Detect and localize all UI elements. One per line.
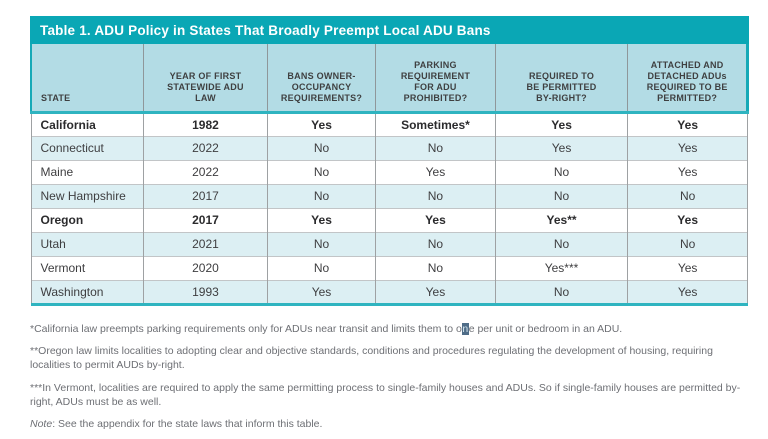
state-cell: Maine [30, 159, 144, 184]
table-row-connecticut: Connecticut 2022 No No Yes Yes [30, 135, 748, 160]
table-cell: Yes [375, 159, 496, 184]
table-cell: Yes [627, 255, 748, 280]
footnote-california: *California law preempts parking require… [30, 322, 742, 336]
table-cell: 2022 [142, 135, 268, 160]
table-cell: No [494, 279, 628, 306]
table-cell: No [375, 183, 496, 208]
footnote-california-text: *California law preempts parking require… [30, 323, 462, 335]
footnote-vermont: ***In Vermont, localities are required t… [30, 381, 741, 408]
table-row-california: California 1982 Yes Sometimes* Yes Yes [30, 112, 748, 136]
footnote-california-text-after: e per unit or bedroom in an ADU. [468, 323, 623, 335]
table-cell: Yes** [494, 207, 628, 232]
table-cell: 1982 [142, 112, 268, 136]
table-cell: Yes [627, 112, 748, 136]
table-cell: No [375, 255, 496, 280]
table-cell: Yes [627, 159, 748, 184]
column-header-state: STATE [29, 44, 144, 114]
table-row-maine: Maine 2022 No Yes No Yes [30, 159, 748, 184]
footnote-oregon: **Oregon law limits localities to adopti… [30, 345, 713, 372]
table-cell: Yes [375, 279, 496, 306]
table-cell: No [494, 159, 628, 184]
footnotes: *California law preempts parking require… [30, 322, 742, 439]
table-cell: 2022 [142, 159, 268, 184]
table-cell: No [266, 183, 376, 208]
state-cell: Vermont [30, 255, 144, 280]
table-cell: 2021 [142, 231, 268, 256]
table-cell: Yes [266, 279, 376, 306]
column-header-parking: PARKING REQUIREMENT FOR ADU PROHIBITED? [375, 44, 496, 114]
table-cell: No [375, 135, 496, 160]
state-cell: New Hampshire [30, 183, 144, 208]
state-cell: California [30, 112, 144, 136]
table-row-oregon: Oregon 2017 Yes Yes Yes** Yes [30, 207, 748, 232]
table-cell: 1993 [142, 279, 268, 306]
header-row: STATE YEAR OF FIRST STATEWIDE ADU LAW BA… [29, 44, 749, 114]
column-header-owner-occupancy: BANS OWNER- OCCUPANCY REQUIREMENTS? [266, 44, 376, 114]
state-cell: Washington [30, 279, 144, 306]
table-cell: Yes [627, 135, 748, 160]
table-cell: No [266, 231, 376, 256]
table-row-new-hampshire: New Hampshire 2017 No No No No [30, 183, 748, 208]
table-title: Table 1. ADU Policy in States That Broad… [40, 22, 491, 38]
table-cell: Yes [375, 207, 496, 232]
table-title-bar: Table 1. ADU Policy in States That Broad… [30, 16, 749, 44]
table-row-washington: Washington 1993 Yes Yes No Yes [30, 279, 748, 306]
table-cell: No [494, 231, 628, 256]
table-cell: Sometimes* [375, 112, 496, 136]
table-cell: Yes [627, 279, 748, 306]
table-cell: No [494, 183, 628, 208]
state-cell: Utah [30, 231, 144, 256]
table-cell: No [375, 231, 496, 256]
table-cell: Yes [494, 135, 628, 160]
table-cell: No [627, 231, 748, 256]
table-cell: 2017 [142, 207, 268, 232]
adu-policy-table-figure: Table 1. ADU Policy in States That Broad… [29, 16, 749, 306]
state-cell: Oregon [30, 207, 144, 232]
adu-policy-table: STATE YEAR OF FIRST STATEWIDE ADU LAW BA… [29, 44, 749, 306]
table-cell: No [266, 159, 376, 184]
table-cell: Yes [627, 207, 748, 232]
column-header-year: YEAR OF FIRST STATEWIDE ADU LAW [142, 44, 268, 114]
table-cell: Yes [266, 207, 376, 232]
column-header-attached-detached: ATTACHED AND DETACHED ADUs REQUIRED TO B… [627, 44, 749, 114]
text-cursor: n [461, 323, 469, 335]
table-row-vermont: Vermont 2020 No No Yes*** Yes [30, 255, 748, 280]
table-cell: Yes*** [494, 255, 628, 280]
table-cell: No [266, 255, 376, 280]
state-cell: Connecticut [30, 135, 144, 160]
table-cell: 2017 [142, 183, 268, 208]
table-cell: Yes [494, 112, 628, 136]
table-cell: 2020 [142, 255, 268, 280]
table-cell: No [627, 183, 748, 208]
table-cell: Yes [266, 112, 376, 136]
column-header-by-right: REQUIRED TO BE PERMITTED BY-RIGHT? [494, 44, 628, 114]
table-row-utah: Utah 2021 No No No No [30, 231, 748, 256]
table-cell: No [266, 135, 376, 160]
